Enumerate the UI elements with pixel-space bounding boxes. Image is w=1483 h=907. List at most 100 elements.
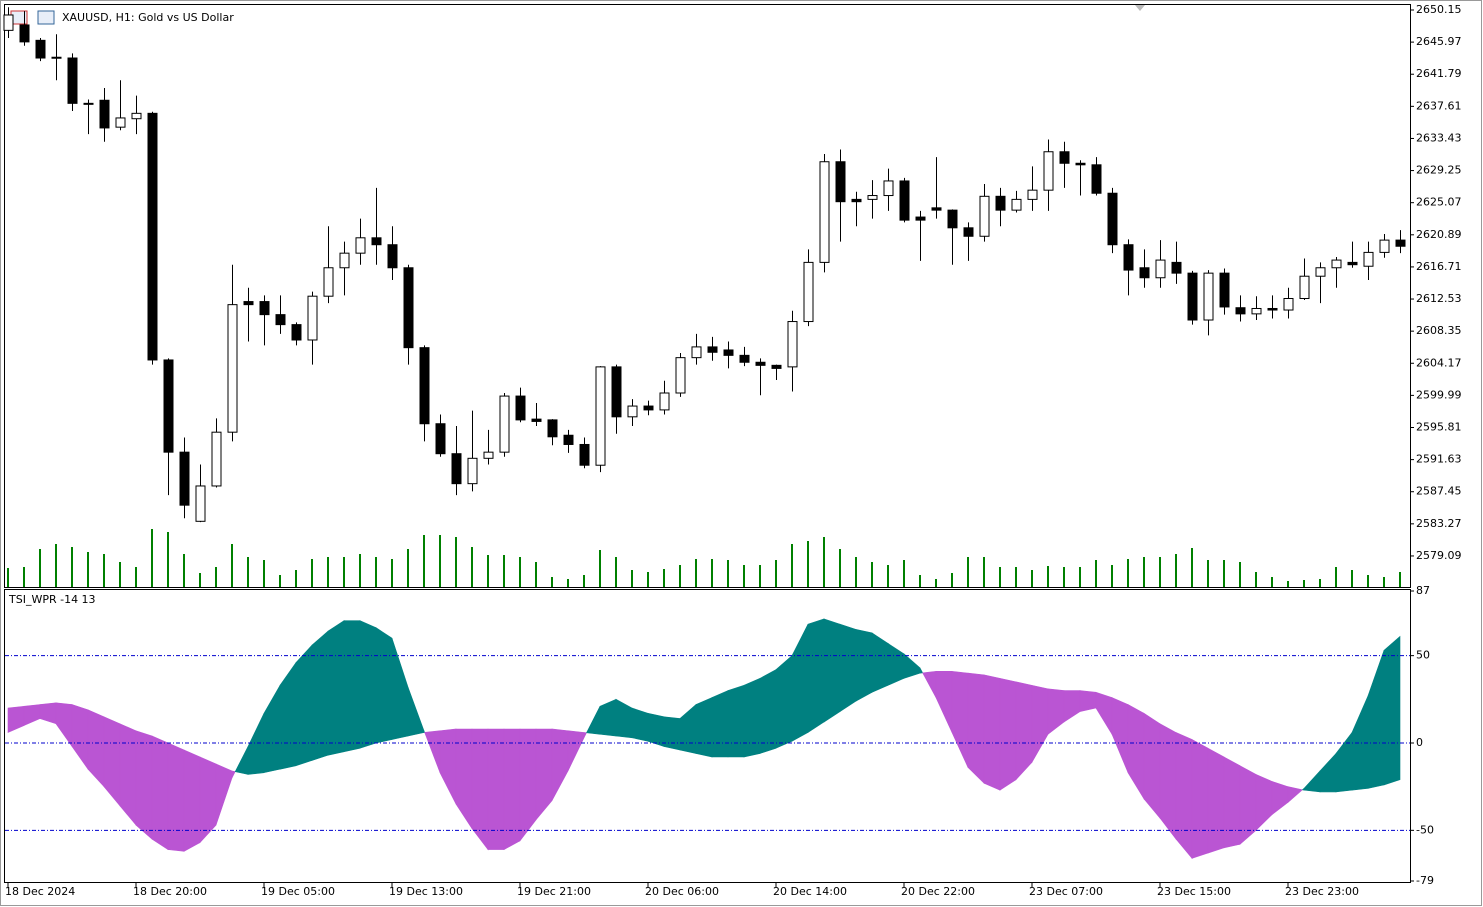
indicator-fill [151,735,169,851]
candle-body [1139,267,1150,279]
candle-body [1331,259,1342,269]
indicator-fill [1207,747,1225,854]
candle-body [691,346,702,359]
y-tick-label: 2604.17 [1416,356,1462,369]
candle-body [483,451,494,459]
y-tick-label: 2612.53 [1416,292,1462,305]
indicator-fill [775,654,793,749]
indicator-fill [967,672,985,784]
x-tick-label: 19 Dec 13:00 [389,885,463,898]
indicator-fill [471,728,489,851]
indicator-fill [871,632,889,693]
candle-body [1123,244,1134,271]
candle-body [1251,307,1262,315]
y-tick-label: 2629.25 [1416,164,1462,177]
x-tick-label: 20 Dec 06:00 [645,885,719,898]
candle-body [659,392,670,411]
candle-body [531,418,542,422]
indicator-fill [359,620,377,749]
candle-body [1395,239,1406,247]
indicator-fill [231,770,236,779]
candle-body [1363,251,1374,267]
candle-body [115,117,126,128]
y-tick-label: -50 [1416,823,1434,836]
candle-body [611,366,622,418]
candle-body [835,161,846,203]
indicator-fill [807,618,825,734]
candle-body [1043,151,1054,191]
candle-body [403,267,414,349]
candle-body [179,451,190,506]
indicator-fill [663,716,681,751]
candle-body [243,301,254,306]
x-tick-label: 23 Dec 23:00 [1285,885,1359,898]
candle-body [451,453,462,485]
y-tick-label: 2641.79 [1416,67,1462,80]
candle-body [99,99,110,129]
candle-body [147,112,158,361]
candle-body [1315,267,1326,277]
indicator-fill [1175,732,1193,860]
y-tick-label: 2633.43 [1416,131,1462,144]
indicator-fill [583,732,587,738]
indicator-fill [375,627,393,744]
candle-body [1187,272,1198,321]
candle-body [515,395,526,421]
candle-body [51,56,62,59]
shift-marker [1135,5,1145,11]
candle-body [83,102,94,105]
indicator-fill [327,620,345,756]
candle-body [819,161,830,263]
candle-body [755,361,766,366]
candle-body [915,216,926,221]
indicator-fill [503,728,521,851]
candle-body [1011,198,1022,211]
y-tick-label: 2616.71 [1416,260,1462,273]
y-tick-label: 2620.89 [1416,228,1462,241]
indicator-fill [983,674,1001,791]
y-tick-label: 2625.07 [1416,196,1462,209]
candle-body [707,346,718,353]
indicator-fill [759,669,777,754]
indicator-fill [855,629,873,702]
candle-body [1299,275,1310,299]
candle-body [675,357,686,394]
y-tick-label: 50 [1416,649,1430,662]
indicator-fill [919,667,924,674]
candle-body [499,395,510,453]
indicator-fill [695,697,713,758]
candle-body [467,457,478,485]
candle-body [1091,164,1102,194]
y-tick-label: 2637.61 [1416,99,1462,112]
candle-body [595,366,606,466]
x-tick-label: 19 Dec 21:00 [517,885,591,898]
candle-body [771,364,782,369]
candle-body [1203,272,1214,321]
indicator-fill [183,749,201,852]
indicator-fill [311,630,329,761]
candle-body [1027,189,1038,200]
indicator-fill [711,690,729,758]
candle-body [211,431,222,487]
candle-body [547,419,558,438]
indicator-fill [343,620,361,753]
indicator-fill [1191,738,1209,859]
candle-body [435,423,446,455]
candle-body [1171,261,1182,274]
candle-body [307,295,318,341]
candle-body [67,57,78,104]
x-tick-label: 19 Dec 05:00 [261,885,335,898]
y-tick-label: 2599.99 [1416,388,1462,401]
indicator-panel [4,589,1411,883]
chart-icon[interactable] [37,10,55,25]
candle-body [1379,239,1390,253]
indicator-fill [1015,681,1033,781]
candle-body [1155,259,1166,279]
candle-body [323,267,334,297]
y-tick-label: 0 [1416,736,1423,749]
candle-body [35,39,46,59]
candle-body [259,301,270,316]
candle-body [339,252,350,269]
x-tick-label: 18 Dec 2024 [5,885,75,898]
